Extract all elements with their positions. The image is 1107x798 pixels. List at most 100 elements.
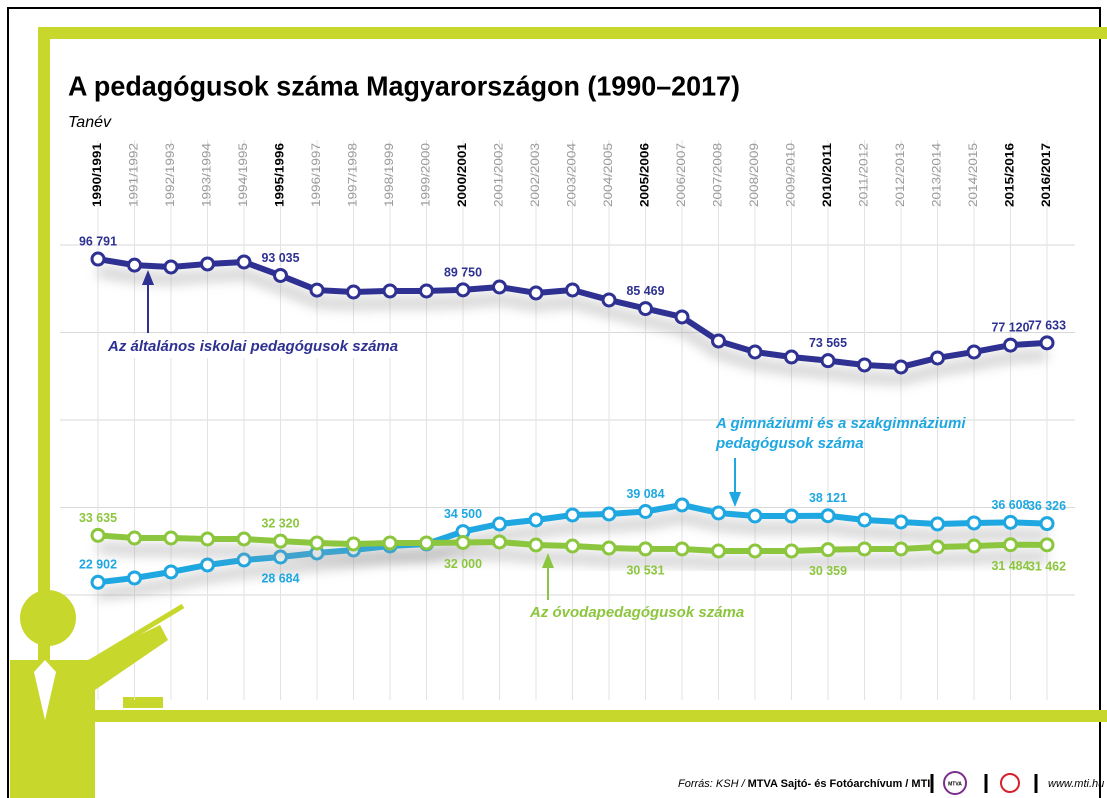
value-label: 77 633 — [1028, 317, 1066, 332]
value-label: 89 750 — [444, 264, 482, 279]
point — [565, 538, 580, 554]
x-tick-label: 2008/2009 — [747, 143, 761, 207]
point — [127, 257, 142, 273]
point — [820, 542, 836, 558]
value-label: 77 120 — [992, 320, 1030, 335]
x-tick-label: 2005/2006 — [638, 143, 652, 207]
x-tick-label: 1998/1999 — [382, 143, 396, 207]
logo — [943, 771, 967, 795]
point — [638, 541, 653, 557]
point — [747, 344, 763, 360]
point — [90, 527, 106, 543]
x-tick-label: 2010/2011 — [820, 143, 834, 207]
point — [127, 530, 142, 546]
x-tick-label: 2011/2012 — [857, 143, 871, 207]
point — [711, 333, 726, 349]
value-label: 96 791 — [79, 233, 117, 248]
x-axis-title: Tanév — [68, 114, 112, 131]
point — [1003, 537, 1018, 553]
value-label: 30 359 — [809, 563, 847, 578]
point — [309, 282, 325, 298]
point — [820, 508, 836, 524]
arrow — [142, 270, 741, 600]
point — [1039, 516, 1055, 532]
value-label: 30 531 — [627, 562, 665, 577]
point — [163, 564, 179, 580]
point — [127, 570, 142, 586]
point — [565, 282, 580, 298]
point — [930, 350, 945, 366]
point — [163, 530, 179, 546]
point — [528, 285, 544, 301]
point — [820, 353, 836, 369]
point — [674, 309, 690, 325]
point — [273, 533, 288, 549]
x-tick-label: 2012/2013 — [893, 143, 907, 207]
point — [382, 535, 398, 551]
point — [601, 292, 617, 308]
teacher-figure — [10, 590, 185, 798]
tie — [34, 660, 56, 720]
point — [893, 359, 909, 375]
point — [309, 535, 325, 551]
website: www.mti.hu — [1048, 778, 1104, 790]
point — [200, 531, 215, 547]
point — [601, 506, 617, 522]
point — [747, 508, 763, 524]
value-label: 33 635 — [79, 510, 117, 525]
point — [966, 538, 982, 554]
point — [930, 539, 945, 555]
point — [455, 535, 471, 550]
value-label: 36 608 — [992, 497, 1030, 512]
point — [1039, 537, 1055, 553]
value-label: 36 326 — [1028, 498, 1066, 513]
value-label: 31 462 — [1028, 558, 1066, 573]
line-shadow — [97, 511, 1048, 600]
point — [382, 283, 398, 299]
point — [1003, 514, 1018, 530]
x-tick-label: 2015/2016 — [1003, 143, 1017, 207]
point — [236, 254, 252, 270]
x-tick-label: 2006/2007 — [674, 143, 688, 207]
point — [601, 540, 617, 556]
value-label: 85 469 — [627, 283, 665, 298]
point — [784, 508, 799, 524]
point — [346, 536, 361, 552]
point — [492, 534, 507, 550]
point — [857, 357, 872, 373]
x-tick-label: 2003/2004 — [565, 143, 579, 207]
point — [1003, 337, 1018, 353]
point — [638, 301, 653, 317]
point — [346, 284, 361, 300]
point — [90, 574, 106, 590]
x-tick-label: 1992/1993 — [163, 143, 177, 207]
x-tick-label: 2013/2014 — [930, 143, 944, 207]
x-tick-label: 2007/2008 — [711, 143, 725, 207]
x-tick-label: 1996/1997 — [309, 143, 323, 207]
source: Forrás: KSH / MTVA Sajtó- és Fotóarchívum… — [678, 778, 930, 790]
value-label: 38 121 — [809, 490, 847, 505]
x-tick-label: 1995/1996 — [273, 143, 287, 207]
x-tick-label: 2004/2005 — [601, 143, 615, 207]
point — [492, 516, 507, 532]
point — [273, 267, 288, 283]
value-label: 34 500 — [444, 506, 482, 521]
value-label: 31 484 — [992, 558, 1031, 573]
point — [1039, 335, 1055, 351]
point — [857, 541, 872, 557]
point — [711, 505, 726, 521]
x-tick-label: 1990/1991 — [90, 143, 104, 207]
point — [528, 512, 544, 528]
point — [893, 514, 909, 530]
value-label: 93 035 — [262, 250, 300, 265]
point — [419, 535, 434, 551]
point — [455, 282, 471, 298]
x-tick-label: 2000/2001 — [455, 143, 469, 207]
point — [711, 543, 726, 559]
point — [236, 531, 252, 547]
x-tick-label: 1999/2000 — [419, 143, 433, 207]
board-frame — [38, 27, 1107, 722]
series-label: Az óvodapedagógusok száma — [529, 604, 744, 621]
value-label: 32 000 — [444, 556, 482, 571]
point — [528, 537, 544, 553]
